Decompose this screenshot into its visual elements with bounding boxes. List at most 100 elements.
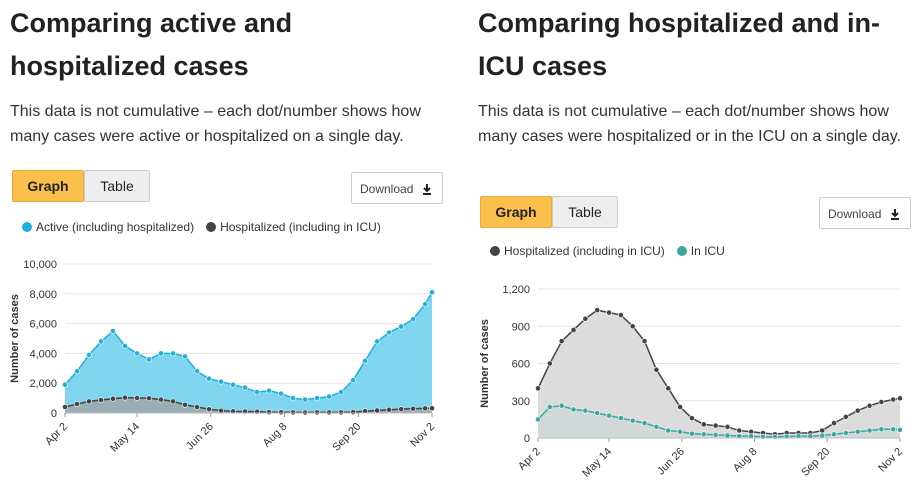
data-point [350, 377, 357, 384]
data-point [866, 427, 873, 434]
data-point [736, 433, 743, 440]
legend-marker [206, 222, 217, 232]
x-tick-label: Jun 26 [655, 446, 687, 478]
data-point [712, 422, 719, 429]
data-point [617, 312, 624, 318]
data-point [807, 433, 814, 440]
graph-button[interactable]: Graph [12, 170, 84, 202]
data-point [629, 323, 636, 330]
data-point [374, 407, 381, 414]
data-point [338, 409, 345, 416]
data-point [558, 402, 565, 409]
legend-marker [676, 246, 687, 256]
chart: 0 300 600 900 1,200 Apr 2 May 14 Jun 26 Aug 8 Sep… [479, 284, 905, 480]
data-point [290, 395, 296, 401]
data-point [570, 406, 577, 413]
data-point [617, 415, 624, 422]
data-point [546, 404, 553, 410]
data-point [62, 404, 68, 410]
data-point [422, 301, 429, 308]
x-tick-label: Sep 20 [330, 421, 363, 454]
data-point [677, 428, 683, 435]
data-point [326, 409, 333, 416]
data-point [795, 433, 802, 440]
data-point [278, 409, 284, 416]
data-point [338, 389, 345, 396]
legend-marker [22, 222, 32, 232]
data-point [278, 390, 284, 397]
data-point [878, 426, 885, 433]
data-point [429, 405, 435, 412]
data-point [831, 431, 837, 438]
area [538, 310, 900, 438]
y-tick-label: 900 [512, 321, 530, 333]
data-point [122, 343, 128, 349]
data-point [842, 430, 849, 436]
data-point [653, 366, 660, 373]
data-point [302, 396, 308, 403]
data-point [110, 328, 116, 334]
data-point [374, 338, 381, 345]
data-point [422, 405, 429, 412]
legend: Active (including hospitalized) Hospitali… [22, 220, 381, 234]
download-button[interactable]: Download [819, 197, 911, 229]
legend-item[interactable]: Active (including hospitalized) [22, 220, 194, 234]
y-axis-label: Number of cases [479, 319, 491, 408]
data-point [890, 426, 897, 433]
legend-label: In ICU [690, 244, 725, 258]
data-point [170, 350, 176, 357]
data-point [606, 412, 612, 419]
data-point [700, 421, 707, 428]
legend-item[interactable]: Hospitalized (including in ICU) [206, 220, 381, 234]
data-point [535, 416, 541, 423]
section: Comparing hospitalized and in-ICU cases … [478, 0, 917, 500]
y-tick-label: 600 [512, 359, 530, 371]
y-tick-label: 8,000 [29, 289, 57, 301]
data-point [218, 378, 224, 385]
legend: Hospitalized (including in ICU) In ICU [490, 244, 725, 258]
legend-label: Active (including hospitalized) [36, 220, 195, 234]
data-point [689, 415, 695, 422]
table-button[interactable]: Table [552, 196, 618, 228]
area [538, 405, 900, 438]
table-button[interactable]: Table [84, 170, 150, 202]
data-point [410, 316, 417, 323]
section-title: Comparing active and hospitalized cases [10, 8, 293, 81]
data-point [386, 329, 393, 336]
y-tick-label: 4,000 [29, 348, 57, 360]
x-tick-label: May 14 [108, 421, 142, 455]
legend-item[interactable]: In ICU [676, 244, 725, 258]
data-point [194, 368, 200, 375]
data-point [86, 351, 92, 358]
data-point [206, 406, 212, 413]
data-point [582, 407, 589, 414]
data-point [665, 385, 672, 392]
data-point [546, 360, 553, 367]
data-point [748, 433, 755, 440]
data-point [677, 404, 683, 410]
data-point [771, 433, 778, 440]
data-point [831, 420, 837, 426]
legend-marker [490, 246, 500, 256]
y-tick-label: 10,000 [23, 259, 57, 271]
section: Comparing active and hospitalized cases … [10, 0, 450, 500]
data-point [182, 353, 188, 360]
data-point [854, 428, 861, 435]
area [65, 292, 432, 413]
data-point [878, 399, 885, 405]
data-point [134, 395, 140, 401]
data-point [326, 393, 333, 400]
data-point [158, 396, 164, 403]
download-button[interactable]: Download [351, 172, 443, 204]
graph-button[interactable]: Graph [480, 196, 552, 228]
data-point [594, 307, 601, 314]
data-point [629, 417, 636, 424]
x-tick-label: Aug 8 [261, 421, 290, 450]
data-point [582, 315, 589, 322]
data-point [724, 423, 731, 430]
legend-item[interactable]: Hospitalized (including in ICU) [490, 244, 665, 258]
data-point [254, 389, 260, 396]
data-point [170, 398, 176, 405]
data-point [218, 407, 224, 414]
